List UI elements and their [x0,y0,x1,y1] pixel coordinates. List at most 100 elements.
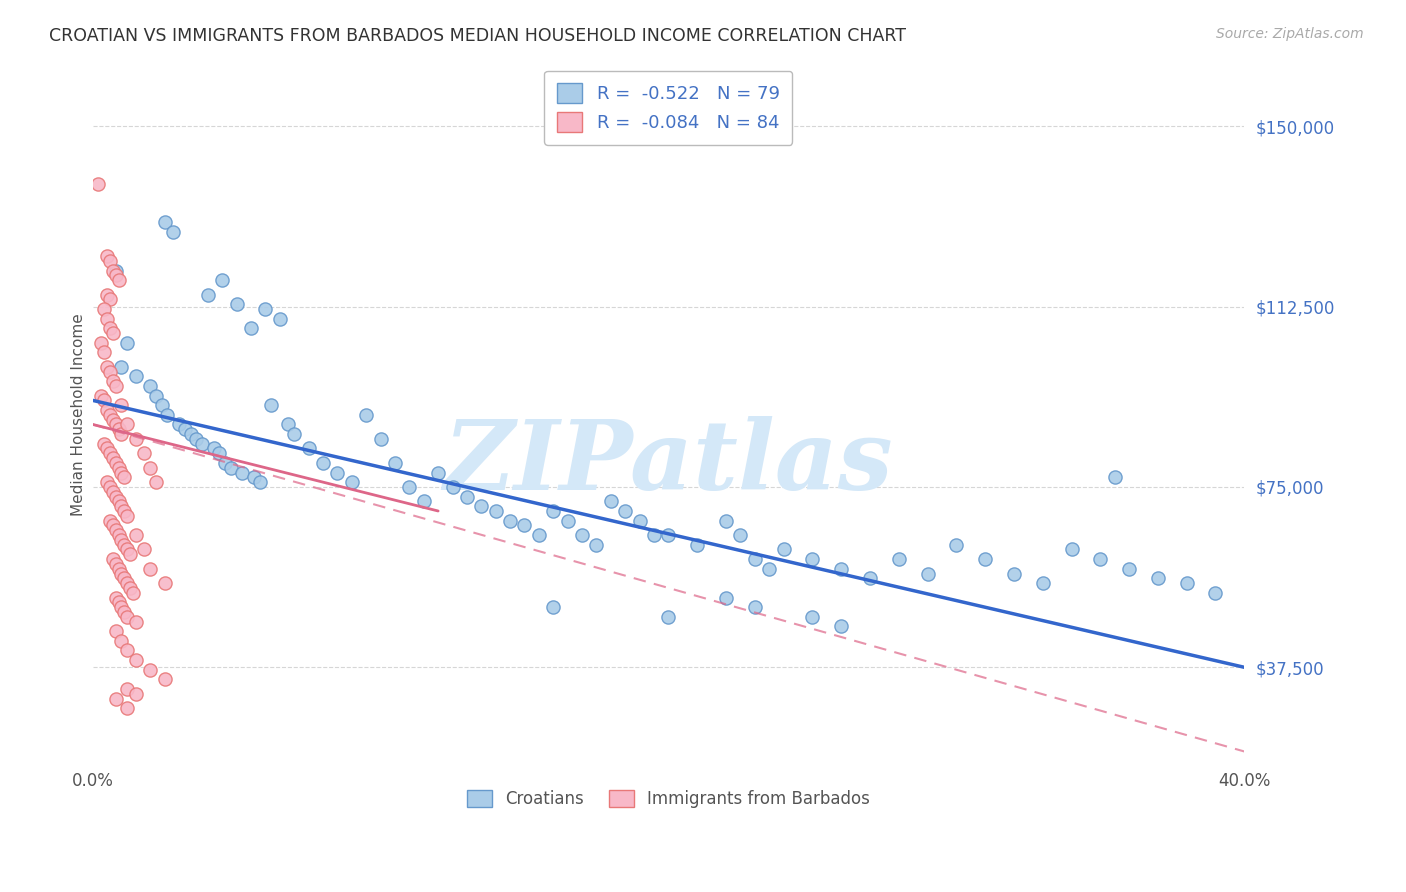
Point [104,456,127,470]
Point [125,687,148,701]
Point [1204,586,1226,600]
Point [115,542,138,557]
Point [93,436,115,450]
Point [340,475,363,490]
Point [107,273,129,287]
Point [657,609,679,624]
Point [115,701,138,715]
Point [125,369,148,384]
Point [134,542,156,557]
Point [1002,566,1025,581]
Point [543,600,565,615]
Point [249,475,271,490]
Point [384,456,406,470]
Point [110,466,132,480]
Point [214,456,236,470]
Point [499,514,522,528]
Y-axis label: Median Household Income: Median Household Income [72,313,86,516]
Point [104,379,127,393]
Point [657,528,679,542]
Point [110,633,132,648]
Point [1090,552,1112,566]
Point [643,528,665,542]
Point [93,393,115,408]
Point [115,335,138,350]
Point [104,490,127,504]
Point [98,408,121,422]
Point [173,422,195,436]
Point [125,653,148,667]
Text: Source: ZipAtlas.com: Source: ZipAtlas.com [1216,27,1364,41]
Point [115,681,138,696]
Point [104,523,127,537]
Point [96,249,118,263]
Point [139,379,162,393]
Point [153,576,176,591]
Point [101,518,124,533]
Point [101,263,124,277]
Point [744,552,766,566]
Point [110,499,132,513]
Point [115,609,138,624]
Point [139,562,162,576]
Point [1060,542,1083,557]
Point [104,263,127,277]
Point [370,432,392,446]
Point [96,403,118,417]
Point [93,301,115,316]
Point [153,215,176,229]
Point [830,562,852,576]
Point [714,514,737,528]
Point [297,442,319,456]
Point [98,514,121,528]
Point [513,518,536,533]
Point [714,591,737,605]
Point [120,547,142,561]
Point [115,508,138,523]
Point [283,427,305,442]
Point [557,514,579,528]
Point [134,446,156,460]
Point [153,673,176,687]
Point [191,436,214,450]
Point [115,417,138,432]
Point [1147,571,1170,585]
Point [96,287,118,301]
Point [101,484,124,499]
Point [231,466,253,480]
Point [772,542,794,557]
Point [326,466,349,480]
Point [139,663,162,677]
Point [101,412,124,426]
Point [107,562,129,576]
Point [758,562,780,576]
Point [112,605,135,619]
Point [101,552,124,566]
Point [260,398,283,412]
Point [112,538,135,552]
Point [269,311,291,326]
Point [104,417,127,432]
Point [208,446,231,460]
Point [98,253,121,268]
Point [1032,576,1054,591]
Point [686,538,709,552]
Point [801,609,824,624]
Point [107,460,129,475]
Point [917,566,939,581]
Point [96,475,118,490]
Legend: Croatians, Immigrants from Barbados: Croatians, Immigrants from Barbados [460,783,877,815]
Point [107,494,129,508]
Point [93,345,115,359]
Point [90,388,112,402]
Point [744,600,766,615]
Point [202,442,225,456]
Point [801,552,824,566]
Point [156,408,179,422]
Point [585,538,607,552]
Point [162,225,184,239]
Point [1118,562,1140,576]
Point [110,427,132,442]
Point [441,480,464,494]
Point [104,591,127,605]
